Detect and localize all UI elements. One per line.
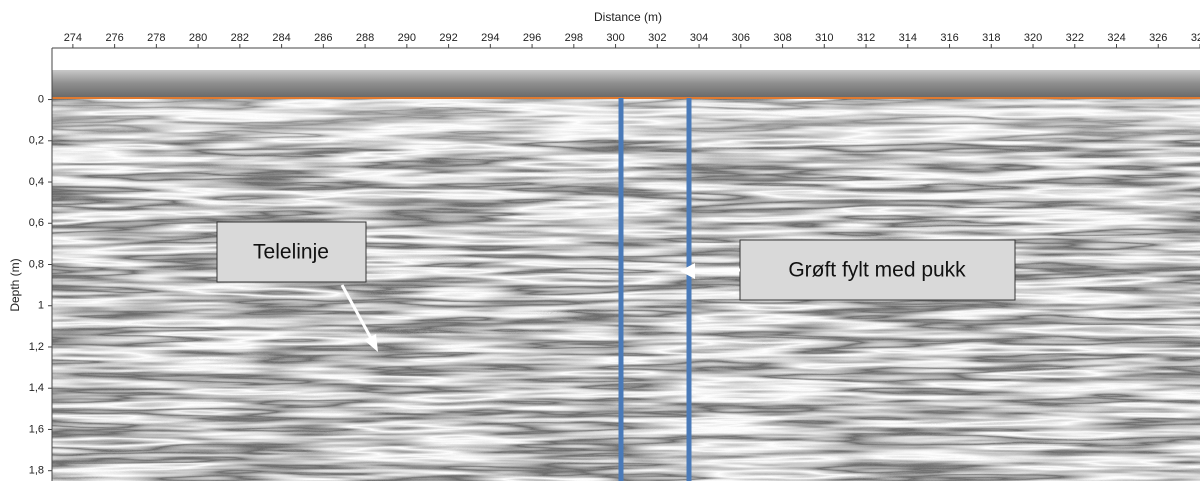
x-tick-label: 302 [648,32,666,44]
x-tick-label: 300 [606,32,624,44]
x-tick-label: 274 [64,32,82,44]
y-tick-label: 1 [38,300,44,312]
x-tick-label: 314 [899,32,917,44]
x-tick-label: 320 [1024,32,1042,44]
x-tick-label: 292 [439,32,457,44]
x-tick-label: 286 [314,32,332,44]
x-tick-label: 298 [565,32,583,44]
y-tick-label: 0,4 [29,176,44,188]
x-tick-label: 282 [231,32,249,44]
x-tick-label: 326 [1149,32,1167,44]
annotation-box [216,221,367,283]
x-tick-label: 312 [857,32,875,44]
x-tick-label: 276 [105,32,123,44]
annotation-telelinje: Telelinje [216,221,378,352]
x-tick-label: 308 [773,32,791,44]
x-tick-label: 324 [1107,32,1125,44]
arrow-head [364,334,378,352]
y-tick-label: 0,2 [29,135,44,147]
x-tick-label: 296 [523,32,541,44]
x-tick-label: 290 [398,32,416,44]
y-tick-label: 0,6 [29,217,44,229]
y-tick-label: 1,2 [29,341,44,353]
arrow-head [680,263,695,279]
x-tick-label: 304 [690,32,708,44]
x-tick-label: 318 [982,32,1000,44]
y-tick-label: 1,4 [29,382,44,394]
annotation-box [739,239,1016,301]
x-tick-label: 310 [815,32,833,44]
x-tick-label: 328 [1191,32,1200,44]
y-tick-label: 1,6 [29,423,44,435]
air-band [52,70,1200,97]
shallow-layer [52,100,1200,140]
x-tick-label: 284 [272,32,290,44]
x-tick-label: 306 [732,32,750,44]
x-tick-label: 316 [940,32,958,44]
x-tick-label: 294 [481,32,499,44]
y-tick-label: 0,8 [29,258,44,270]
annotation-text: Grøft fylt med pukk [788,259,966,282]
reflection-texture [52,97,1200,481]
annotation-groft: Grøft fylt med pukk [680,239,1016,301]
x-tick-label: 288 [356,32,374,44]
arrow [693,268,741,273]
x-tick-label: 322 [1066,32,1084,44]
x-tick-label: 280 [189,32,207,44]
y-tick-label: 0 [38,93,44,105]
x-tick-label: 278 [147,32,165,44]
arrow [340,284,374,341]
x-axis-label: Distance (m) [594,10,662,24]
y-axis-label: Depth (m) [8,258,22,311]
annotation-text: Telelinje [253,241,329,264]
y-tick-label: 1,8 [29,465,44,477]
